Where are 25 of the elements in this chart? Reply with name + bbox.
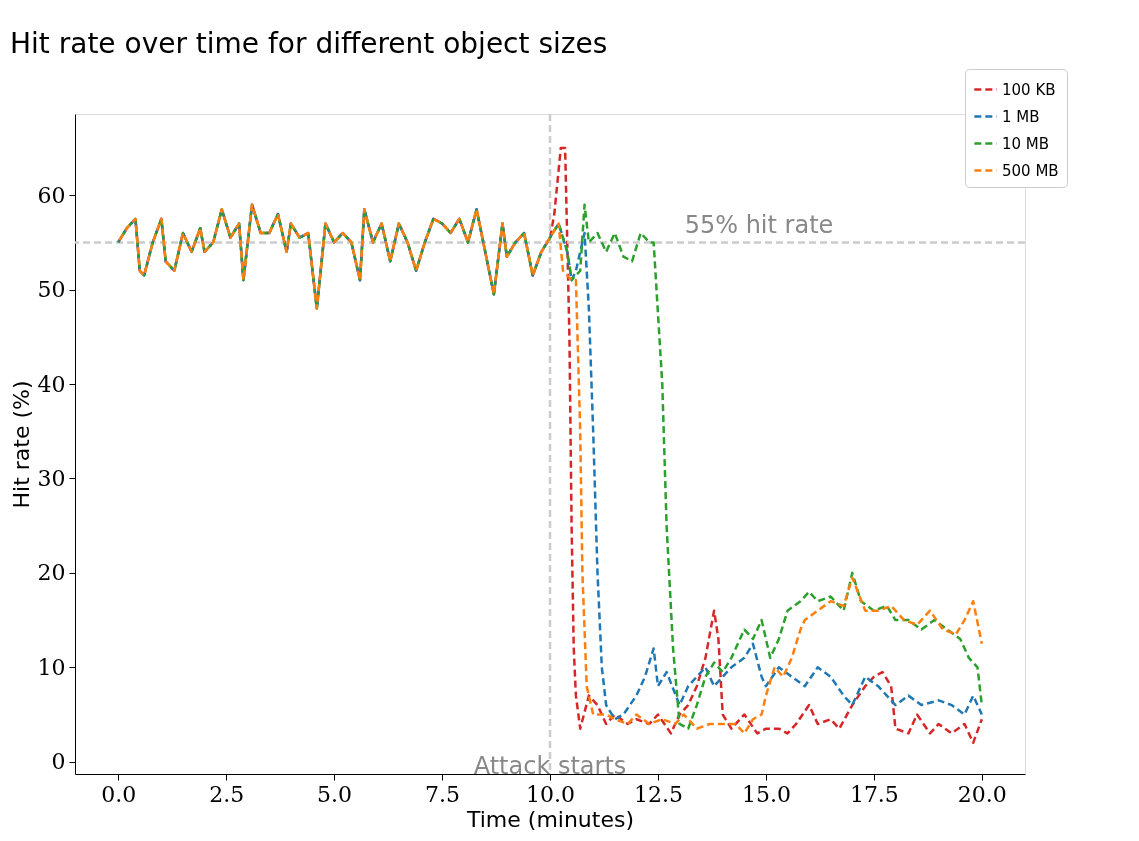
x-axis-title: Time (minutes) <box>465 806 635 832</box>
y-tick-label: 50 <box>37 277 66 303</box>
legend-label: 500 MB <box>1002 161 1059 180</box>
legend-label: 10 MB <box>1002 134 1050 153</box>
chart-title: Hit rate over time for different object sizes <box>10 26 608 60</box>
x-tick-label: 0.0 <box>101 781 137 807</box>
y-tick-label: 20 <box>37 560 66 586</box>
y-tick-label: 30 <box>37 465 66 491</box>
x-tick-label: 7.5 <box>425 781 461 807</box>
y-tick-label: 10 <box>37 654 66 680</box>
y-tick-label: 60 <box>37 182 66 208</box>
y-tick-label: 0 <box>51 749 66 775</box>
x-tick-label: 12.5 <box>633 781 683 807</box>
x-tick-label: 5.0 <box>317 781 353 807</box>
ref-line-label: Attack starts <box>473 752 627 780</box>
x-tick-label: 10.0 <box>526 781 575 807</box>
ref-line-label: 55% hit rate <box>684 211 834 240</box>
x-tick-label: 17.5 <box>849 781 899 807</box>
legend-label: 1 MB <box>1002 107 1040 126</box>
x-tick-label: 20.0 <box>957 781 1007 807</box>
y-axis-title: Hit rate (%) <box>8 380 34 509</box>
x-tick-label: 15.0 <box>741 781 791 807</box>
legend-label: 100 KB <box>1002 80 1056 99</box>
x-tick-label: 2.5 <box>209 781 245 807</box>
y-tick-label: 40 <box>37 371 66 397</box>
